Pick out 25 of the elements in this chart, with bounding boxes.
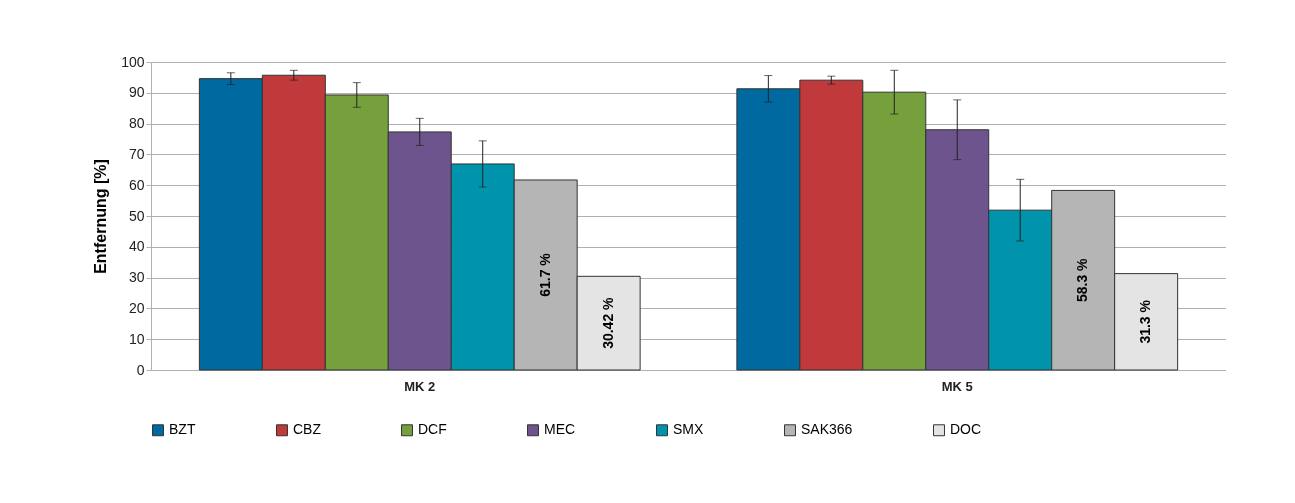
y-tick-label: 20 — [128, 299, 145, 316]
y-tick-label: 0 — [136, 361, 145, 378]
x-tick-label: MK 5 — [941, 378, 973, 394]
y-tick-label: 10 — [128, 330, 145, 347]
data-label: 58.3 % — [1074, 257, 1091, 303]
y-tick-label: 40 — [128, 238, 145, 255]
x-tick-label: MK 2 — [404, 378, 436, 394]
legend-label: SAK366 — [801, 421, 853, 438]
legend-label: BZT — [169, 421, 196, 438]
legend-label: SMX — [673, 421, 704, 438]
data-label: 31.3 % — [1137, 299, 1154, 344]
y-tick-label: 50 — [128, 207, 145, 224]
y-tick-label: 90 — [128, 84, 145, 101]
data-label: 61.7 % — [536, 252, 553, 297]
legend-label: CBZ — [293, 421, 322, 438]
y-tick-label: 80 — [128, 115, 145, 132]
y-tick-label: 100 — [121, 53, 145, 70]
legend-label: MEC — [544, 421, 576, 438]
y-tick-label: 70 — [128, 145, 145, 162]
y-tick-label: 30 — [128, 269, 145, 286]
legend-label: DOC — [950, 421, 982, 438]
y-axis-title: Entfernung [%] — [92, 159, 110, 274]
y-tick-label: 60 — [128, 176, 145, 193]
legend-label: DCF — [418, 421, 447, 438]
data-label: 30.42 % — [599, 296, 616, 349]
